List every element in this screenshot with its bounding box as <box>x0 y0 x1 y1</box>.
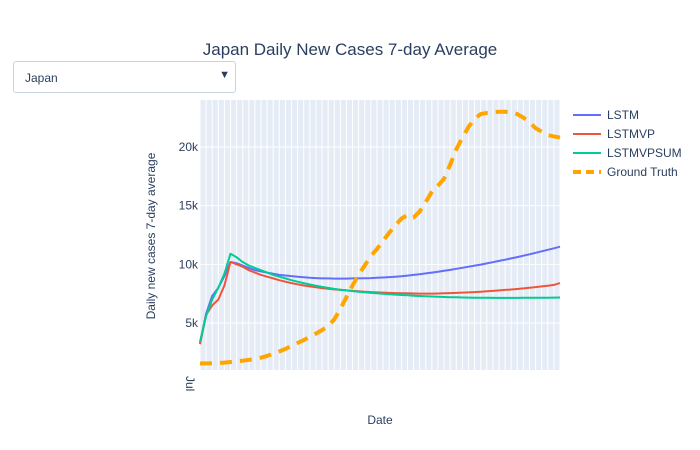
chart-title: Japan Daily New Cases 7-day Average <box>202 40 498 59</box>
dropdown-selected-value: Japan <box>25 71 58 85</box>
series-line-lstm <box>199 245 561 344</box>
y-gridlines <box>200 146 560 324</box>
y-axis-label: Daily new cases 7-day average <box>144 152 158 319</box>
legend-label: LSTMVP <box>607 127 655 141</box>
x-axis-ticks: Jul <box>183 376 197 391</box>
x-axis-label: Date <box>367 413 393 427</box>
plot-area <box>200 100 560 370</box>
legend: LSTM LSTMVP LSTMVPSUM Ground Truth <box>573 108 682 179</box>
y-tick-label: 10k <box>179 257 199 271</box>
x-tick-label: Jul <box>183 376 197 391</box>
y-tick-label: 5k <box>185 316 199 330</box>
country-dropdown[interactable]: Japan ▼ <box>13 61 236 93</box>
triangle-down-icon: ▼ <box>219 69 230 81</box>
legend-label: LSTMVPSUM <box>607 146 682 160</box>
y-tick-label: 20k <box>179 140 199 154</box>
series-line-ground-truth <box>199 109 561 366</box>
legend-label: Ground Truth <box>607 165 678 179</box>
x-gridlines <box>199 100 561 370</box>
series-layer <box>199 109 561 366</box>
series-line-lstmvpsum <box>199 252 561 343</box>
y-axis-ticks: 5k 10k 15k 20k <box>179 140 199 330</box>
y-tick-label: 15k <box>179 199 199 213</box>
series-line-lstmvp <box>199 261 561 345</box>
legend-label: LSTM <box>607 108 639 122</box>
plot-background <box>200 100 560 370</box>
